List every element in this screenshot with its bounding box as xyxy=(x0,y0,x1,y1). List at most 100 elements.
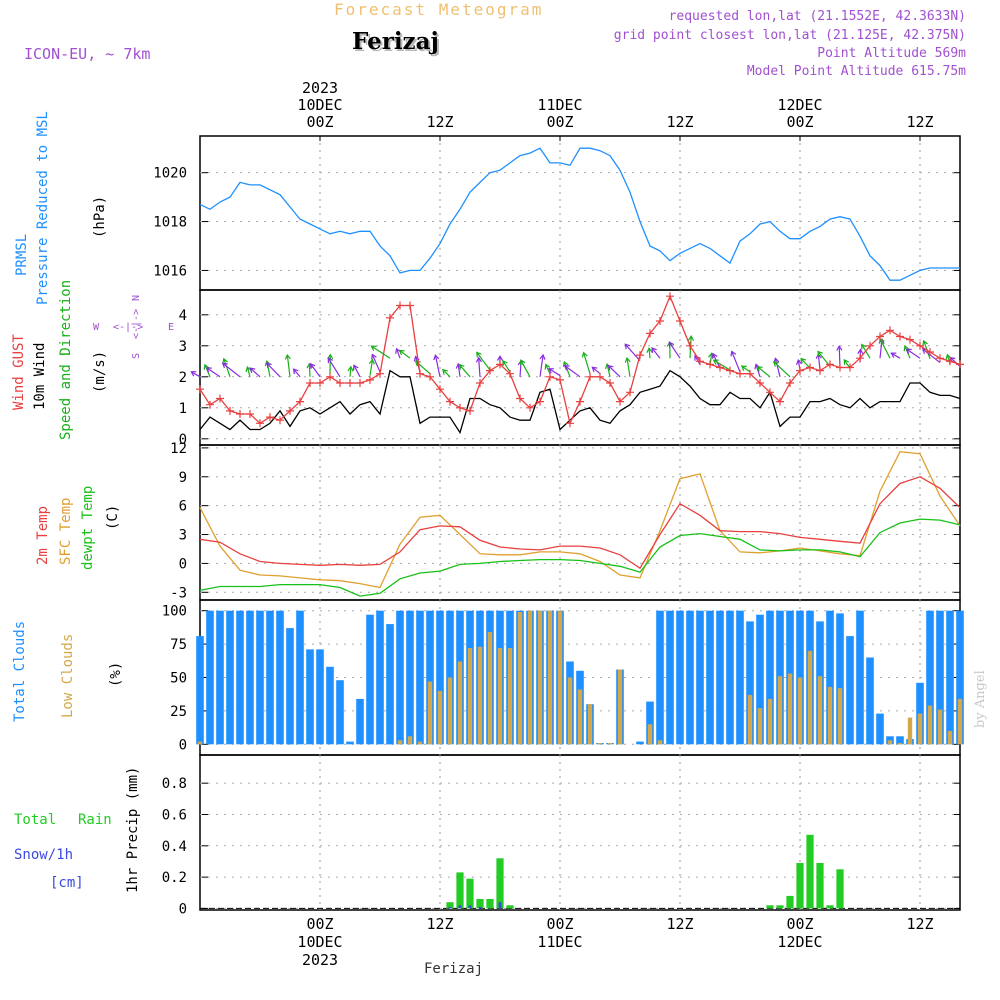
top-axis-label: 00Z xyxy=(786,113,813,131)
wind-direction-arrow xyxy=(564,365,581,378)
wind-direction-arrow xyxy=(922,348,941,364)
wind-gust-marker xyxy=(196,385,204,394)
wind-gust-marker xyxy=(906,335,914,344)
wind-gust-marker xyxy=(726,366,734,375)
wind-direction-arrowhead xyxy=(353,364,359,371)
wind-direction-arrowhead xyxy=(817,350,823,357)
temp-2m-line xyxy=(199,476,961,570)
wind-direction-arrowhead xyxy=(476,351,482,358)
low-clouds-bar xyxy=(447,677,453,745)
wind-direction-arrow xyxy=(308,363,311,377)
precip-panel: Total Rain Snow/1h [cm] 1hr Precip (mm) … xyxy=(14,767,960,917)
total-clouds-bar xyxy=(746,621,754,745)
wind-gust-marker xyxy=(446,397,454,406)
sfc-temp-line xyxy=(199,451,961,589)
wind-gust-marker xyxy=(396,301,404,310)
wind-gust-marker xyxy=(516,394,524,403)
wind-direction-arrowhead xyxy=(442,368,448,375)
low-clouds-bar xyxy=(197,741,203,745)
wind-gust-marker xyxy=(816,366,824,375)
rain-bar xyxy=(476,899,484,909)
wind-direction-arrow xyxy=(582,352,591,374)
top-axis-label: 00Z xyxy=(306,113,333,131)
low-clouds-bar xyxy=(917,713,923,745)
wind-gust-marker xyxy=(436,385,444,394)
y-tick-label: 0.2 xyxy=(162,870,187,886)
total-clouds-bar xyxy=(856,610,864,745)
total-clouds-bar xyxy=(766,610,774,745)
bottom-axis-label: 00Z xyxy=(306,915,333,933)
temp-unit: (C) xyxy=(105,505,121,530)
wind-gust-marker xyxy=(296,397,304,406)
wind-gust-marker xyxy=(376,369,384,378)
total-clouds-bar xyxy=(436,610,444,745)
wind-gust-marker xyxy=(316,379,324,387)
compass-ns-arrow: <-|-> xyxy=(131,309,142,339)
wind-direction-arrowhead xyxy=(475,356,482,363)
low-clouds-bar xyxy=(417,741,423,745)
wind-direction-arrowhead xyxy=(190,371,197,377)
wind-gust-marker xyxy=(846,363,854,372)
bottom-axis-label: 12DEC xyxy=(777,933,822,951)
wind-direction-arrow xyxy=(442,369,451,378)
panel-frame-5 xyxy=(199,754,961,911)
low-clouds-bar xyxy=(477,646,483,745)
precip-unit: 1hr Precip (mm) xyxy=(125,767,141,893)
wind-direction-arrow xyxy=(349,366,352,377)
low-clouds-bar xyxy=(577,689,583,745)
wind-gust-marker xyxy=(636,351,644,360)
total-clouds-bar xyxy=(686,610,694,745)
low-clouds-bar xyxy=(837,688,843,745)
wind-direction-arrowhead xyxy=(607,364,614,371)
low-clouds-bar xyxy=(487,632,493,745)
low-clouds-bar xyxy=(457,661,463,745)
wind-gust-marker xyxy=(476,379,484,387)
total-clouds-bar xyxy=(356,698,364,745)
pressure-reduced-label: Pressure Reduced to MSL xyxy=(35,111,51,305)
wind-gust-marker xyxy=(836,363,844,372)
wind-direction-arrowhead xyxy=(496,355,504,361)
total-clouds-bar xyxy=(846,636,854,745)
wind-direction-arrow xyxy=(757,366,771,378)
y-tick-label: 4 xyxy=(179,308,187,324)
wind-direction-arrowhead xyxy=(539,353,546,360)
wind-direction-arrow xyxy=(906,348,921,359)
wind-gust-marker xyxy=(936,354,944,363)
wind-gust-marker xyxy=(866,341,874,350)
wind-direction-arrow xyxy=(648,348,651,359)
wind-direction-arrowhead xyxy=(800,357,807,364)
low-clouds-bar xyxy=(897,743,903,745)
wind-gust-marker xyxy=(486,366,494,375)
wind-gust-marker xyxy=(626,388,634,397)
wind-direction-arrow xyxy=(399,349,411,359)
clouds-panel: Total Clouds Low Clouds (%) 0 25 50 75 100 xyxy=(12,604,964,753)
total-clouds-bar xyxy=(276,610,284,745)
wind-gust-marker xyxy=(646,329,654,338)
total-clouds-bar xyxy=(676,610,684,745)
total-clouds-bar xyxy=(396,610,404,745)
total-clouds-bar xyxy=(266,610,274,745)
wind-gust-marker xyxy=(946,357,954,366)
wind-gust-marker xyxy=(246,410,254,418)
wind-direction-arrowhead xyxy=(222,357,228,364)
wind-direction-arrow xyxy=(520,359,531,378)
temp-2m-label: 2m Temp xyxy=(35,506,51,565)
snow-bar xyxy=(458,905,462,909)
y-tick-label: 1016 xyxy=(153,263,187,279)
snow-bar xyxy=(468,905,472,909)
total-clouds-bar xyxy=(936,610,944,745)
wind-direction-arrowhead xyxy=(795,358,802,366)
compass-we-arrow: <-|-> xyxy=(113,322,143,333)
wind-gust-marker xyxy=(576,397,584,406)
wind-direction-arrowhead xyxy=(205,367,212,373)
low-clouds-bar xyxy=(747,694,753,745)
total-clouds-bar xyxy=(246,610,254,745)
top-axis-label: 12Z xyxy=(426,113,453,131)
wind-direction-arrowhead xyxy=(712,359,719,365)
low-clouds-bar xyxy=(557,610,563,745)
dewpt-temp-line xyxy=(199,518,961,597)
wind-direction-arrow xyxy=(396,348,401,359)
y-tick-label: 2 xyxy=(179,370,187,386)
wind-direction-arrow xyxy=(668,342,681,359)
compass-rose: N <-|-> S W <-|-> E xyxy=(93,295,174,359)
